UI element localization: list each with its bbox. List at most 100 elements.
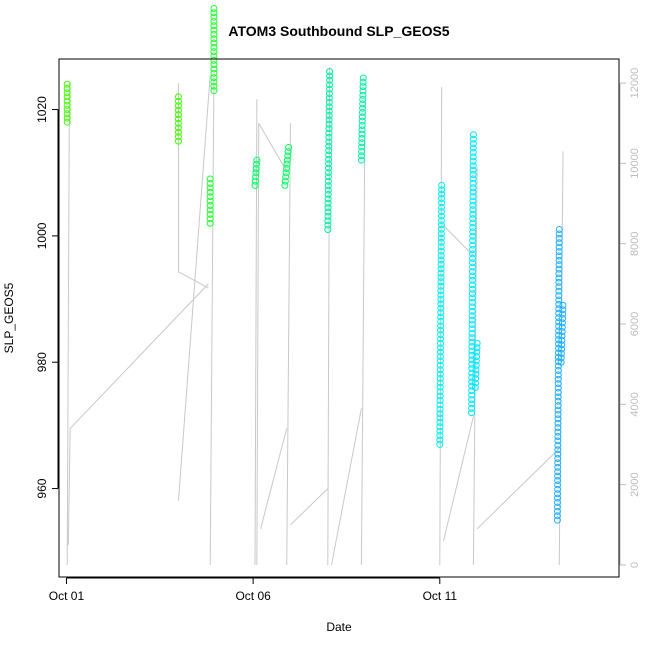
data-point bbox=[437, 225, 445, 233]
data-point bbox=[325, 112, 333, 120]
data-point bbox=[469, 210, 477, 218]
data-point bbox=[554, 366, 562, 374]
data-point bbox=[283, 164, 291, 172]
data-point bbox=[325, 155, 333, 163]
data-point bbox=[174, 124, 182, 132]
data-point bbox=[468, 343, 476, 351]
data-point bbox=[436, 410, 444, 418]
data-point bbox=[469, 241, 477, 249]
data-point bbox=[469, 193, 477, 201]
data-point bbox=[281, 181, 289, 189]
data-point bbox=[468, 347, 476, 355]
data-point bbox=[63, 93, 71, 101]
data-point bbox=[468, 281, 476, 289]
data-point bbox=[206, 197, 214, 205]
data-point bbox=[469, 254, 477, 262]
data-point bbox=[436, 414, 444, 422]
altitude-line bbox=[177, 75, 211, 501]
data-point bbox=[324, 212, 332, 220]
data-point bbox=[437, 230, 445, 238]
data-point bbox=[63, 114, 71, 122]
data-point bbox=[557, 349, 565, 357]
data-point bbox=[324, 204, 332, 212]
data-point bbox=[358, 109, 366, 117]
data-point bbox=[253, 160, 261, 168]
y2-tick-label: 2000 bbox=[629, 472, 641, 496]
y-axis-label: SLP_GEOS5 bbox=[2, 282, 16, 353]
data-point bbox=[324, 195, 332, 203]
data-point bbox=[468, 303, 476, 311]
x-tick-label: Oct 01 bbox=[49, 589, 85, 603]
y-axis-right: 0 2000 4000 6000 8000 10000 12000 bbox=[619, 68, 641, 568]
data-point bbox=[63, 118, 71, 126]
data-point bbox=[63, 84, 71, 92]
data-point bbox=[468, 356, 476, 364]
y-tick-label: 1020 bbox=[35, 96, 49, 123]
altitude-line bbox=[443, 416, 474, 541]
data-point bbox=[359, 96, 367, 104]
data-point bbox=[438, 186, 446, 194]
data-point bbox=[468, 325, 476, 333]
data-point bbox=[252, 169, 260, 177]
data-point bbox=[210, 82, 218, 90]
data-point bbox=[553, 512, 561, 520]
data-point bbox=[469, 171, 477, 179]
altitude-line bbox=[260, 428, 288, 529]
data-point bbox=[554, 384, 562, 392]
data-point bbox=[468, 338, 476, 346]
data-point bbox=[437, 243, 445, 251]
data-point bbox=[324, 221, 332, 229]
data-point bbox=[174, 133, 182, 141]
data-point bbox=[63, 80, 71, 88]
altitude-line bbox=[254, 99, 258, 565]
data-point bbox=[557, 354, 565, 362]
data-point bbox=[471, 383, 479, 391]
data-point bbox=[283, 156, 291, 164]
data-point bbox=[558, 332, 566, 340]
data-point bbox=[554, 410, 562, 418]
data-point bbox=[436, 396, 444, 404]
data-point bbox=[468, 276, 476, 284]
data-point bbox=[555, 278, 563, 286]
data-point bbox=[358, 130, 366, 138]
data-point bbox=[437, 256, 445, 264]
data-point bbox=[437, 304, 445, 312]
data-point bbox=[325, 116, 333, 124]
data-point bbox=[473, 339, 481, 347]
data-point bbox=[324, 177, 332, 185]
y2-tick-label: 10000 bbox=[629, 148, 641, 179]
data-point bbox=[324, 199, 332, 207]
data-point bbox=[469, 201, 477, 209]
data-point bbox=[210, 4, 218, 12]
data-point bbox=[324, 190, 332, 198]
data-point bbox=[468, 272, 476, 280]
data-point bbox=[436, 440, 444, 448]
data-points bbox=[63, 4, 567, 524]
data-point bbox=[554, 446, 562, 454]
data-point bbox=[469, 237, 477, 245]
data-point bbox=[325, 151, 333, 159]
data-point bbox=[210, 39, 218, 47]
altitude-line bbox=[439, 87, 443, 565]
data-point bbox=[554, 490, 562, 498]
data-point bbox=[555, 234, 563, 242]
data-point bbox=[281, 177, 289, 185]
data-point bbox=[438, 181, 446, 189]
data-point bbox=[554, 402, 562, 410]
data-point bbox=[437, 291, 445, 299]
data-point bbox=[325, 94, 333, 102]
data-point bbox=[437, 247, 445, 255]
data-point bbox=[468, 290, 476, 298]
data-point bbox=[210, 17, 218, 25]
data-point bbox=[469, 232, 477, 240]
data-point bbox=[326, 76, 334, 84]
data-point bbox=[472, 375, 480, 383]
data-point bbox=[437, 269, 445, 277]
data-point bbox=[554, 499, 562, 507]
altitude-line bbox=[178, 271, 209, 289]
data-point bbox=[554, 424, 562, 432]
data-point bbox=[554, 472, 562, 480]
data-point bbox=[436, 418, 444, 426]
data-point bbox=[554, 477, 562, 485]
data-point bbox=[471, 379, 479, 387]
